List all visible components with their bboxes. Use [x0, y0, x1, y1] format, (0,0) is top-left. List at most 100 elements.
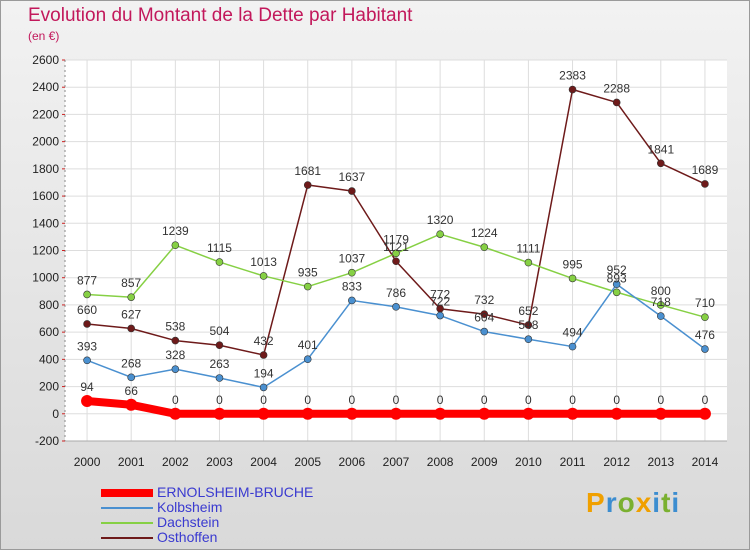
x-tick-label: 2004 [250, 455, 277, 469]
legend-label: Dachstein [157, 514, 220, 530]
data-label: 772 [430, 288, 450, 302]
legend-label: Osthoffen [157, 529, 218, 545]
data-point [215, 374, 224, 382]
data-label: 1121 [383, 240, 409, 254]
data-label: 1013 [250, 255, 277, 269]
data-label: 0 [172, 393, 179, 407]
data-label: 952 [607, 263, 627, 277]
y-tick-label: -200 [35, 434, 59, 448]
data-label: 1115 [207, 241, 232, 255]
y-tick-label: 1200 [32, 244, 59, 258]
data-label: 1681 [294, 164, 321, 178]
data-point [568, 274, 577, 283]
legend-swatch [101, 507, 153, 509]
x-tick-label: 2012 [603, 455, 630, 469]
legend-label: Kolbsheim [157, 499, 223, 515]
data-label: 1689 [692, 163, 719, 177]
data-label: 0 [702, 393, 709, 407]
data-point [348, 187, 356, 195]
data-point [345, 407, 358, 420]
data-label: 0 [260, 393, 267, 407]
y-tick-label: 1800 [32, 162, 59, 176]
x-tick-label: 2007 [383, 455, 410, 469]
legend-swatch [101, 489, 153, 497]
data-label: 1224 [471, 226, 498, 240]
data-point [257, 407, 270, 420]
data-point [480, 243, 489, 252]
data-point [392, 249, 400, 258]
data-label: 604 [474, 311, 494, 325]
data-point [81, 394, 94, 407]
data-label: 2288 [603, 81, 630, 95]
brand-letter: i [652, 487, 662, 518]
y-tick-label: 1600 [32, 189, 59, 203]
data-point [125, 398, 138, 411]
chart-title: Evolution du Montant de la Dette par Hab… [28, 5, 413, 26]
x-tick-label: 2009 [471, 455, 498, 469]
data-point [566, 407, 579, 420]
data-label: 2383 [559, 69, 586, 83]
data-label: 857 [121, 276, 141, 290]
legend-swatch [101, 522, 153, 524]
data-point [127, 293, 135, 301]
data-point [701, 313, 709, 321]
data-point [480, 310, 489, 318]
y-tick-label: 2600 [32, 53, 59, 67]
data-point [127, 373, 135, 382]
data-point [524, 335, 533, 344]
data-point [171, 241, 180, 249]
data-point [434, 407, 447, 420]
brand-letter: o [617, 487, 636, 518]
brand-letter: r [605, 487, 618, 518]
data-point [701, 345, 709, 353]
data-label: 328 [165, 348, 185, 362]
brand-letter: t [661, 487, 672, 518]
data-label: 1841 [647, 142, 674, 156]
data-label: 1320 [427, 213, 454, 227]
data-label: 0 [657, 393, 664, 407]
data-label: 732 [474, 293, 494, 307]
data-label: 877 [77, 273, 97, 287]
data-label: 393 [77, 339, 97, 353]
legend-label: ERNOLSHEIM-BRUCHE [157, 484, 314, 500]
data-label: 627 [121, 307, 141, 321]
data-point [656, 159, 665, 168]
data-label: 268 [121, 356, 141, 370]
y-tick-label: 400 [39, 352, 59, 366]
data-label: 935 [298, 266, 318, 280]
data-label: 1111 [516, 242, 540, 256]
data-label: 722 [430, 295, 450, 309]
data-point [171, 336, 180, 345]
data-label: 652 [518, 304, 538, 318]
data-point [612, 98, 621, 107]
data-point [522, 407, 535, 420]
data-label: 0 [613, 393, 620, 407]
brand-logo: Proxiti [586, 487, 680, 519]
data-label: 1637 [339, 170, 366, 184]
data-point [303, 181, 312, 189]
x-tick-label: 2005 [294, 455, 321, 469]
x-tick-label: 2000 [74, 455, 101, 469]
brand-letter: i [671, 487, 681, 518]
data-point [348, 268, 356, 277]
data-point [83, 290, 91, 299]
data-point [480, 327, 489, 336]
y-tick-label: 0 [52, 407, 59, 421]
data-point [127, 324, 135, 333]
data-point [701, 180, 709, 188]
data-label: 548 [518, 318, 538, 332]
data-point [390, 407, 402, 420]
data-point [654, 407, 667, 420]
y-tick-label: 200 [39, 380, 59, 394]
data-point [259, 351, 268, 359]
data-point [656, 312, 665, 320]
data-label: 66 [125, 384, 139, 398]
data-point [348, 296, 356, 305]
x-tick-label: 2014 [692, 455, 719, 469]
x-tick-label: 2011 [560, 455, 586, 469]
data-point [215, 258, 224, 266]
data-label: 494 [563, 326, 583, 340]
data-label: 1179 [383, 232, 409, 246]
data-point [568, 342, 577, 351]
